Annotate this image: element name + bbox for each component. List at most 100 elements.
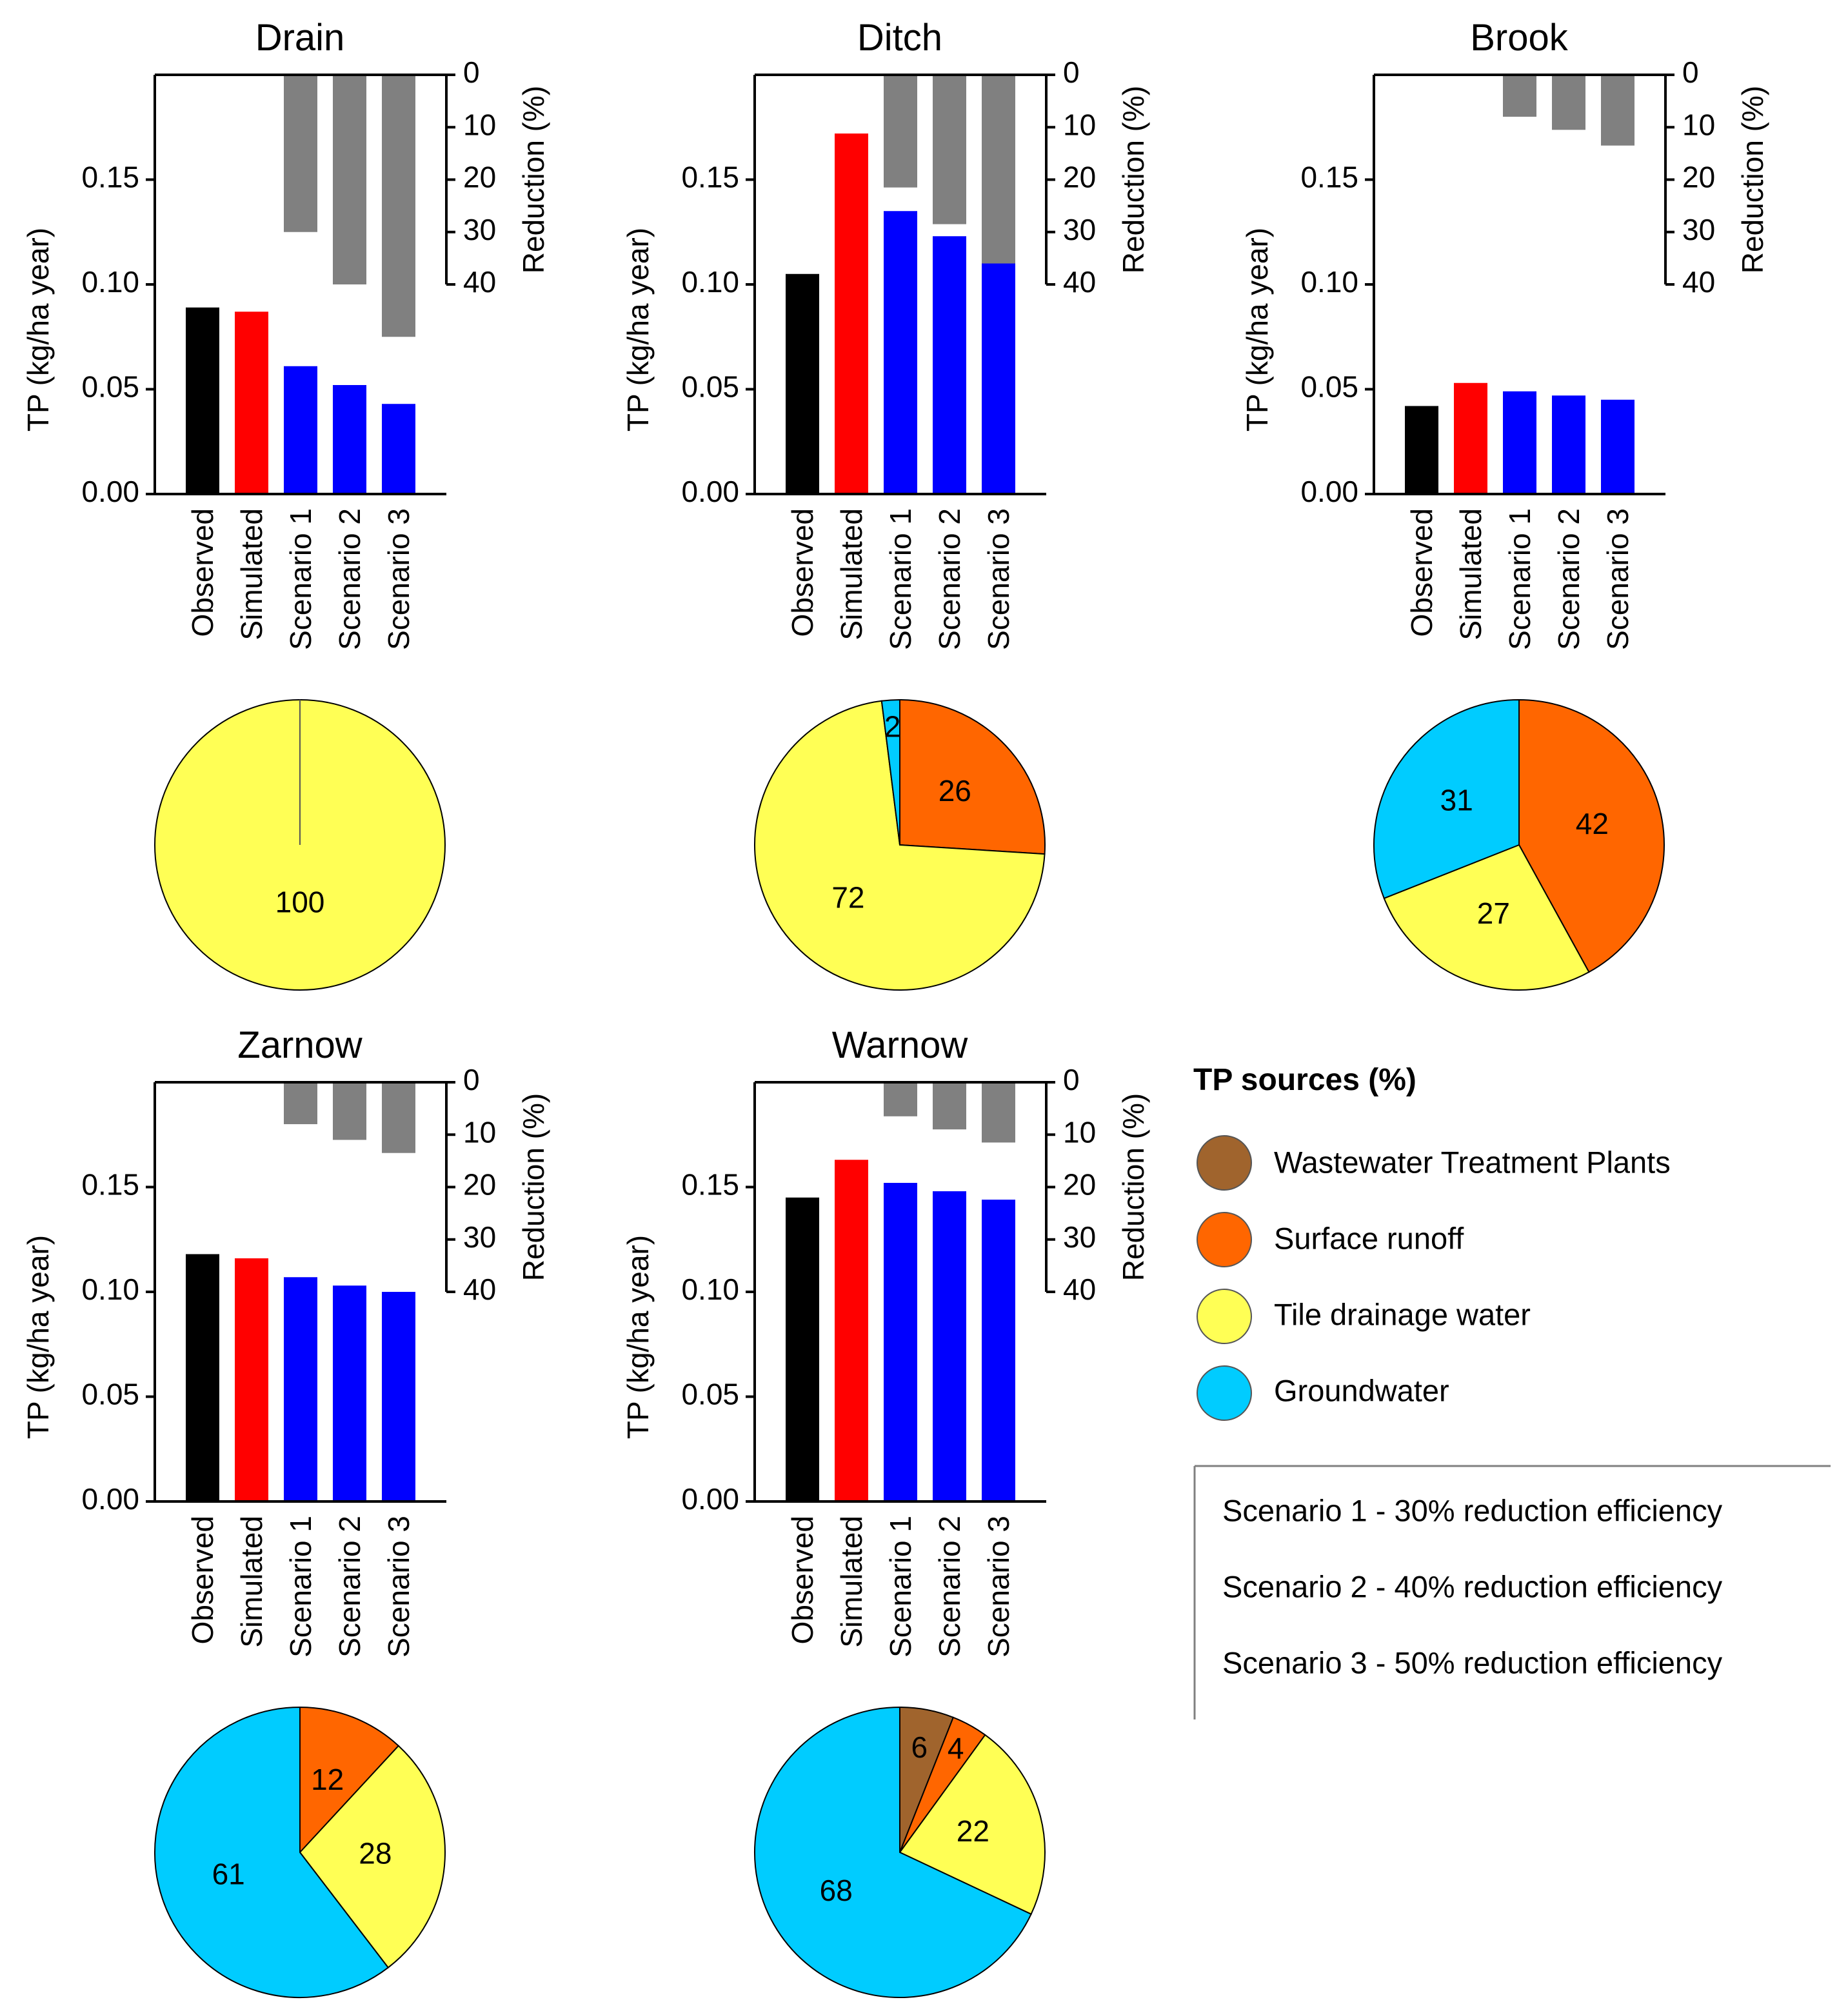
warnow-ylabel: TP (kg/ha year) <box>621 1235 655 1439</box>
brook-reduction-bar-scenario-1 <box>1503 75 1536 117</box>
brook-rtick-label: 10 <box>1682 108 1715 141</box>
ditch-rtick-label: 20 <box>1063 161 1096 194</box>
warnow-rtick-label: 0 <box>1063 1063 1080 1096</box>
panel-drain: Drain 0.00 0.05 0.10 0.15 0 10 20 30 40 TP (kg/ha … <box>21 17 550 991</box>
brook-bar-observed <box>1405 406 1438 494</box>
drain-category-simulated: Simulated <box>235 508 268 640</box>
ditch-pie-slice-surface-runoff <box>899 698 1046 855</box>
ditch-bar-scenario-1 <box>884 211 917 494</box>
brook-reduction-bar-scenario-2 <box>1552 75 1585 130</box>
drain-category-scenario-1: Scenario 1 <box>284 508 317 650</box>
drain-rtick-label: 30 <box>463 213 496 246</box>
scenario-note-3: Scenario 3 - 50% reduction efficiency <box>1222 1645 1723 1679</box>
legend-label-tile-drainage: Tile drainage water <box>1274 1297 1531 1331</box>
panel-zarnow: Zarnow 0.00 0.05 0.10 0.15 0 10 20 30 40 TP (kg/ha… <box>21 1024 550 1998</box>
zarnow-pie-label-tile-drainage-water: 28 <box>359 1837 392 1870</box>
warnow-ytick-label: 0.15 <box>681 1168 739 1202</box>
drain-ytick-label: 0.10 <box>81 265 139 299</box>
warnow-rtick-label: 30 <box>1063 1220 1096 1254</box>
panel-ditch: Ditch 0.00 0.05 0.10 0.15 0 10 20 30 40 TP (kg/ha … <box>621 17 1150 991</box>
zarnow-ytick-label: 0.00 <box>81 1482 139 1516</box>
brook-pie-label-surface-runoff: 42 <box>1576 807 1609 840</box>
zarnow-bar-scenario-3 <box>382 1292 415 1501</box>
ditch-reduction-bar-scenario-1 <box>884 75 917 188</box>
zarnow-rtick-label: 20 <box>463 1168 496 1202</box>
drain-ylabel: TP (kg/ha year) <box>21 228 55 431</box>
zarnow-rtick-label: 40 <box>463 1273 496 1306</box>
brook-pie-label-tile-drainage-water: 27 <box>1477 897 1510 930</box>
brook-pie-slice-groundwater <box>1373 698 1520 900</box>
ditch-ytick-label: 0.05 <box>681 370 739 404</box>
brook-rtick-label: 0 <box>1682 55 1699 89</box>
brook-bar-scenario-3 <box>1601 399 1634 494</box>
zarnow-pie-label-groundwater: 61 <box>212 1857 245 1891</box>
brook-reduction-label: Reduction (%) <box>1736 86 1769 273</box>
drain-rtick-label: 40 <box>463 265 496 299</box>
brook-category-scenario-2: Scenario 2 <box>1552 508 1585 650</box>
brook-reduction-bar-scenario-3 <box>1601 75 1634 146</box>
brook-ytick-label: 0.15 <box>1300 161 1358 194</box>
warnow-reduction-bar-scenario-2 <box>933 1082 966 1130</box>
zarnow-bar-observed <box>186 1254 219 1501</box>
brook-title: Brook <box>1470 17 1569 59</box>
warnow-ytick-label: 0.05 <box>681 1378 739 1411</box>
ditch-title: Ditch <box>857 17 942 59</box>
tp-sources-legend: TP sources (%) Wastewater Treatment Plan… <box>1193 1063 1671 1421</box>
zarnow-category-scenario-2: Scenario 2 <box>333 1516 366 1658</box>
ditch-category-scenario-1: Scenario 1 <box>884 508 917 650</box>
ditch-ytick-label: 0.10 <box>681 265 739 299</box>
zarnow-rtick-label: 30 <box>463 1220 496 1254</box>
brook-pie-label-groundwater: 31 <box>1440 783 1473 817</box>
zarnow-pie-slice-surface-runoff <box>299 1706 400 1854</box>
zarnow-reduction-bar-scenario-2 <box>333 1082 366 1140</box>
legend-label-surface-runoff: Surface runoff <box>1274 1221 1464 1255</box>
legend-swatch-tile-drainage <box>1197 1289 1252 1344</box>
brook-bar-simulated <box>1454 382 1487 494</box>
zarnow-reduction-label: Reduction (%) <box>517 1093 550 1281</box>
brook-ytick-label: 0.05 <box>1300 370 1358 404</box>
brook-ytick-label: 0.10 <box>1300 265 1358 299</box>
warnow-bar-scenario-3 <box>982 1200 1015 1501</box>
zarnow-reduction-bar-scenario-1 <box>284 1082 317 1124</box>
warnow-pie-slice-groundwater <box>754 1706 1032 1998</box>
ditch-ylabel: TP (kg/ha year) <box>621 228 655 431</box>
brook-rtick-label: 30 <box>1682 213 1715 246</box>
drain-category-scenario-3: Scenario 3 <box>382 508 415 650</box>
ditch-pie-label-groundwater: 2 <box>884 710 901 744</box>
ditch-category-scenario-3: Scenario 3 <box>982 508 1015 650</box>
zarnow-reduction-bar-scenario-3 <box>382 1082 415 1153</box>
drain-reduction-bar-scenario-1 <box>284 75 317 232</box>
brook-category-simulated: Simulated <box>1454 508 1487 640</box>
warnow-rtick-label: 10 <box>1063 1115 1096 1149</box>
legend-swatch-surface-runoff <box>1197 1212 1252 1267</box>
drain-category-observed: Observed <box>186 508 219 637</box>
warnow-category-scenario-2: Scenario 2 <box>933 1516 966 1658</box>
drain-bar-scenario-1 <box>284 366 317 494</box>
drain-reduction-label: Reduction (%) <box>517 86 550 273</box>
drain-pie-label-tile-drainage-water: 100 <box>275 885 325 918</box>
drain-rtick-label: 20 <box>463 161 496 194</box>
panel-brook: Brook 0.00 0.05 0.10 0.15 0 10 20 30 40 TP (kg/ha … <box>1240 17 1769 991</box>
zarnow-ytick-label: 0.10 <box>81 1273 139 1306</box>
warnow-ytick-label: 0.00 <box>681 1482 739 1516</box>
ditch-bar-observed <box>786 273 819 494</box>
zarnow-bar-scenario-2 <box>333 1285 366 1501</box>
drain-ytick-label: 0.00 <box>81 475 139 508</box>
drain-bar-observed <box>186 307 219 494</box>
ditch-rtick-label: 40 <box>1063 265 1096 299</box>
brook-ylabel: TP (kg/ha year) <box>1240 228 1274 431</box>
scenario-notes-box: Scenario 1 - 30% reduction efficiency Sc… <box>1193 1465 1831 1719</box>
warnow-rtick-label: 20 <box>1063 1168 1096 1202</box>
warnow-pie-label-groundwater: 68 <box>820 1874 853 1907</box>
drain-ytick-label: 0.15 <box>81 161 139 194</box>
ditch-category-observed: Observed <box>786 508 819 637</box>
ditch-pie-label-tile-drainage-water: 72 <box>831 880 864 914</box>
ditch-pie-label-surface-runoff: 26 <box>939 774 971 807</box>
warnow-reduction-label: Reduction (%) <box>1117 1093 1150 1281</box>
drain-reduction-bar-scenario-2 <box>333 75 366 284</box>
ditch-pie-slice-tile-drainage-water <box>754 700 1046 991</box>
zarnow-category-observed: Observed <box>186 1516 219 1644</box>
brook-category-observed: Observed <box>1405 508 1438 637</box>
ditch-reduction-label: Reduction (%) <box>1117 86 1150 273</box>
